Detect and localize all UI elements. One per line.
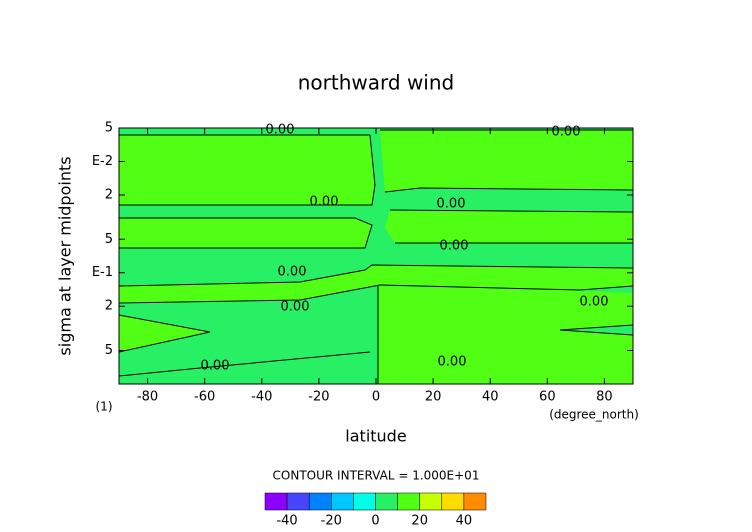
x-tick-label: 60 bbox=[539, 390, 556, 405]
field-region bbox=[119, 265, 633, 303]
y-tick-label: 2 bbox=[105, 299, 113, 314]
colorbar-cell bbox=[463, 492, 487, 511]
contour-label: 0.00 bbox=[278, 265, 307, 280]
field-region bbox=[119, 135, 375, 205]
contour-label: 0.00 bbox=[310, 195, 339, 210]
x-tick-label: -20 bbox=[308, 390, 329, 405]
colorbar-cell bbox=[441, 492, 465, 511]
panel-label: (1) bbox=[96, 400, 113, 414]
x-tick-label: 40 bbox=[482, 390, 499, 405]
colorbar-cell bbox=[353, 492, 376, 511]
y-tick-label: E-1 bbox=[92, 265, 113, 280]
colorbar-cell bbox=[264, 492, 288, 511]
x-axis-label: latitude bbox=[345, 427, 406, 446]
field-region bbox=[119, 218, 372, 248]
y-tick-label: 5 bbox=[105, 343, 113, 358]
y-tick-label: E-2 bbox=[92, 154, 113, 169]
contour-label: 0.00 bbox=[552, 125, 581, 140]
y-tick-label: 5 bbox=[105, 232, 113, 247]
x-tick-label: 0 bbox=[372, 390, 380, 405]
y-tick-label: 5 bbox=[105, 121, 113, 136]
colorbar-label: -20 bbox=[321, 514, 342, 529]
colorbar-label: -40 bbox=[276, 514, 297, 529]
field-region bbox=[380, 130, 633, 192]
contour-line bbox=[118, 129, 634, 384]
contour-interval: CONTOUR INTERVAL = 1.000E+01 bbox=[273, 469, 480, 483]
contour-label: 0.00 bbox=[281, 300, 310, 315]
x-tick-label: -40 bbox=[251, 390, 272, 405]
colorbar-label: 0 bbox=[371, 514, 379, 529]
x-tick-label: -80 bbox=[137, 390, 158, 405]
contour-label: 0.00 bbox=[580, 295, 609, 310]
colorbar-cell bbox=[286, 492, 310, 511]
contour-label: 0.00 bbox=[438, 355, 467, 370]
x-unit: (degree_north) bbox=[549, 408, 639, 422]
y-tick-label: 2 bbox=[105, 187, 113, 202]
x-tick-label: 80 bbox=[596, 390, 613, 405]
field-region bbox=[378, 286, 633, 384]
chart-title: northward wind bbox=[298, 71, 454, 95]
colorbar-cell bbox=[397, 492, 420, 511]
contour-label: 0.00 bbox=[440, 239, 469, 254]
y-axis-label: sigma at layer midpoints bbox=[56, 156, 75, 355]
field-region bbox=[119, 315, 210, 352]
contour-label: 0.00 bbox=[266, 123, 295, 138]
contour-field bbox=[118, 128, 634, 384]
contour-label: 0.00 bbox=[437, 197, 466, 212]
x-tick-label: 20 bbox=[425, 390, 442, 405]
contour-label: 0.00 bbox=[201, 359, 230, 374]
colorbar-label: 20 bbox=[411, 514, 428, 529]
colorbar-cell bbox=[419, 492, 443, 511]
colorbar-cell bbox=[375, 492, 398, 511]
x-tick-label: -60 bbox=[194, 390, 215, 405]
colorbar-cell bbox=[308, 492, 332, 511]
field-region bbox=[385, 210, 633, 243]
colorbar-cell bbox=[331, 492, 354, 511]
colorbar-label: 40 bbox=[456, 514, 473, 529]
